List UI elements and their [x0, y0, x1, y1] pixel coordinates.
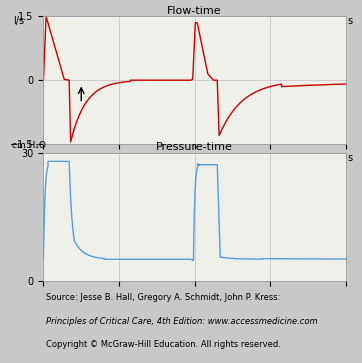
Text: s: s [347, 16, 352, 26]
Text: cm H₂O: cm H₂O [12, 141, 46, 150]
Title: Flow-time: Flow-time [167, 5, 222, 16]
Text: Source: Jesse B. Hall, Gregory A. Schmidt, John P. Kress:: Source: Jesse B. Hall, Gregory A. Schmid… [46, 293, 281, 302]
Text: Principles of Critical Care, 4th Edition: www.accessmedicine.com: Principles of Critical Care, 4th Edition… [46, 317, 318, 326]
Text: l/s: l/s [13, 16, 24, 26]
Text: s: s [347, 153, 352, 163]
Text: Copyright © McGraw-Hill Education. All rights reserved.: Copyright © McGraw-Hill Education. All r… [46, 340, 281, 349]
Title: Pressure-time: Pressure-time [156, 142, 233, 152]
